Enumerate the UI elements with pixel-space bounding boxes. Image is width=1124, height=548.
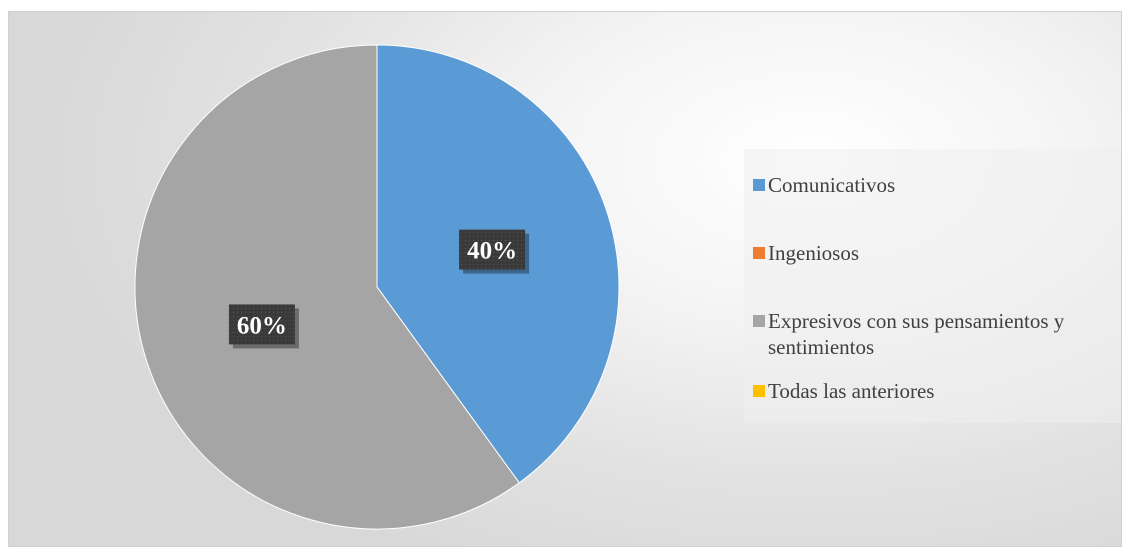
legend-label: Todas las anteriores — [768, 379, 935, 403]
legend-item-todas: Todas las anteriores — [753, 378, 1118, 404]
legend-item-ingeniosos: Ingeniosos — [753, 240, 1118, 266]
legend-label: Comunicativos — [768, 173, 896, 197]
legend-item-comunicativos: Comunicativos — [753, 172, 1118, 198]
chart-area: 40% 60% Comunicativos Ingeniosos Expresiv… — [8, 11, 1122, 547]
legend-swatch-todas — [753, 385, 765, 397]
data-label-expresivos: 60% — [228, 304, 299, 349]
legend-item-expresivos: Expresivos con sus pensamientos y sentim… — [753, 308, 1118, 360]
legend-swatch-comunicativos — [753, 179, 765, 191]
legend-swatch-ingeniosos — [753, 247, 765, 259]
legend-swatch-expresivos — [753, 315, 765, 327]
pie-chart: 40% 60% — [134, 44, 620, 530]
svg-text:60%: 60% — [237, 312, 287, 339]
data-label-comunicativos: 40% — [459, 229, 530, 274]
pie-slice-expresivos — [134, 44, 520, 530]
legend: Comunicativos Ingeniosos Expresivos con … — [744, 149, 1121, 423]
legend-label: Expresivos con sus pensamientos y sentim… — [768, 309, 1065, 359]
legend-label: Ingeniosos — [768, 241, 859, 265]
svg-text:40%: 40% — [467, 238, 517, 265]
